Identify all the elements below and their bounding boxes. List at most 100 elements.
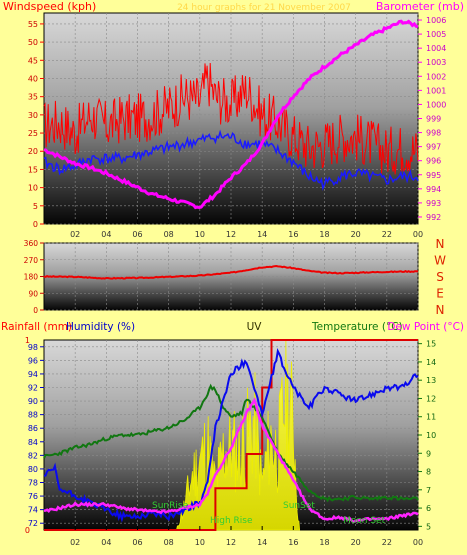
- temperature-tick-label: 5: [426, 522, 431, 531]
- barometer-tick-label: 995: [426, 171, 441, 180]
- temperature-line: [43, 383, 419, 503]
- wind-average-line: [43, 129, 419, 191]
- time-tick-label: 14: [257, 230, 267, 239]
- wind-axis-ticks: 0 5 10 15 20 25 30 35 40 45 50 55: [28, 20, 44, 229]
- barometer-tick-label: 1003: [426, 58, 446, 67]
- barometer-tick-label: 1000: [426, 100, 446, 109]
- direction-tick-label: 90: [28, 289, 38, 298]
- time-tick-label: 18: [319, 538, 329, 547]
- humidity-tick-label: 90: [28, 397, 38, 406]
- temperature-tick-label: 7: [426, 486, 431, 495]
- humidity-tick-label: 98: [28, 343, 38, 352]
- time-tick-label: 20: [351, 230, 361, 239]
- temperature-tick-label: 14: [426, 358, 436, 367]
- time-tick-label: 12: [226, 538, 236, 547]
- humidity-tick-label: 86: [28, 424, 38, 433]
- temperature-tick-label: 10: [426, 431, 436, 440]
- barometer-tick-label: 1004: [426, 44, 446, 53]
- rainfall-axis-label: Rainfall (mm): [1, 321, 72, 333]
- compass-label: N: [436, 303, 445, 317]
- humidity-tick-label: 80: [28, 465, 38, 474]
- barometer-tick-label: 1006: [426, 16, 446, 25]
- humidity-tick-label: 88: [28, 411, 38, 420]
- time-tick-label: 08: [164, 230, 174, 239]
- humidity-tick-label: 84: [28, 438, 38, 447]
- wind-tick-label: 5: [33, 202, 38, 211]
- time-tick-label: 00: [413, 230, 423, 239]
- wind-tick-label: 45: [28, 56, 38, 65]
- time-tick-label: 08: [164, 538, 174, 547]
- time-tick-label: 06: [132, 230, 142, 239]
- high-rise-annotation: High Rise: [210, 516, 253, 526]
- humidity-tick-label: 76: [28, 492, 38, 501]
- wind-gust-line: [43, 62, 419, 175]
- humidity-tick-label: 74: [28, 506, 38, 515]
- time-tick-label: 18: [319, 230, 329, 239]
- temperature-axis-label: Temperature (°C): [311, 321, 403, 333]
- humidity-tick-label: 82: [28, 451, 38, 460]
- temperature-tick-label: 15: [426, 340, 436, 349]
- dewpoint-line: [43, 397, 419, 523]
- wind-tick-label: 35: [28, 93, 38, 102]
- barometer-tick-label: 1002: [426, 72, 446, 81]
- compass-label: W: [434, 254, 446, 268]
- time-tick-label: 06: [132, 538, 142, 547]
- barometer-tick-label: 999: [426, 115, 441, 124]
- wind-time-ticks: 02 04 06 08 10 12 14 16 18 20 22 00: [70, 220, 423, 239]
- time-tick-label: 02: [70, 538, 80, 547]
- wind-chart-title: 24 hour graphs for 21 November 2007: [177, 3, 351, 13]
- wind-tick-label: 50: [28, 38, 38, 47]
- time-tick-label: 14: [257, 538, 267, 547]
- barometer-tick-label: 993: [426, 199, 441, 208]
- wind-tick-label: 15: [28, 165, 38, 174]
- time-tick-label: 16: [288, 230, 298, 239]
- uv-label: UV: [247, 321, 263, 333]
- time-tick-label: 20: [351, 538, 361, 547]
- temperature-tick-label: 11: [426, 413, 436, 422]
- barometer-line: [43, 19, 419, 210]
- time-tick-label: 02: [70, 230, 80, 239]
- compass-label: E: [436, 287, 444, 301]
- direction-tick-label: 180: [24, 273, 39, 282]
- wind-tick-label: 25: [28, 129, 38, 138]
- wind-tick-label: 0: [33, 220, 38, 229]
- time-tick-label: 22: [382, 230, 392, 239]
- rainfall-axis-ticks: 01: [25, 336, 30, 535]
- barometer-tick-label: 1001: [426, 86, 446, 95]
- compass-label: N: [436, 237, 445, 251]
- temperature-tick-label: 13: [426, 376, 436, 385]
- barometer-tick-label: 996: [426, 157, 441, 166]
- humidity-line: [43, 347, 419, 523]
- barometer-tick-label: 997: [426, 143, 441, 152]
- time-tick-label: 04: [101, 230, 111, 239]
- compass-label: S: [436, 270, 444, 284]
- direction-tick-label: 270: [24, 256, 39, 265]
- rainfall-line: [44, 339, 418, 531]
- humidity-tick-label: 94: [28, 370, 38, 379]
- direction-tick-label: 360: [24, 239, 39, 248]
- time-tick-label: 10: [195, 538, 205, 547]
- sunrise-annotation: SunRise: [152, 501, 189, 511]
- barometer-axis-ticks: 992 993 994 995 996 997 998 999 1000 1001 1002 1003…: [418, 16, 446, 222]
- barometer-axis-label: Barometer (mb): [376, 0, 464, 13]
- barometer-tick-label: 994: [426, 185, 441, 194]
- wind-direction-line: [43, 264, 419, 280]
- time-tick-label: 12: [226, 230, 236, 239]
- dewpoint-axis-label: Dew Point (°C): [387, 321, 464, 333]
- temperature-time-ticks: 02 04 06 08 10 12 14 16 18 20 22 00: [70, 526, 423, 547]
- time-tick-label: 22: [382, 538, 392, 547]
- temperature-tick-label: 12: [426, 394, 436, 403]
- direction-tick-label: 0: [33, 306, 38, 315]
- time-tick-label: 16: [288, 538, 298, 547]
- time-tick-label: 04: [101, 538, 111, 547]
- time-tick-label: 00: [413, 538, 423, 547]
- humidity-tick-label: 96: [28, 356, 38, 365]
- barometer-tick-label: 998: [426, 129, 441, 138]
- temperature-axis-ticks: 5 6 7 8 9 10 11 12 13 14 15: [418, 340, 436, 531]
- wind-axis-label: Windspeed (kph): [3, 0, 96, 13]
- wind-tick-label: 30: [28, 111, 38, 120]
